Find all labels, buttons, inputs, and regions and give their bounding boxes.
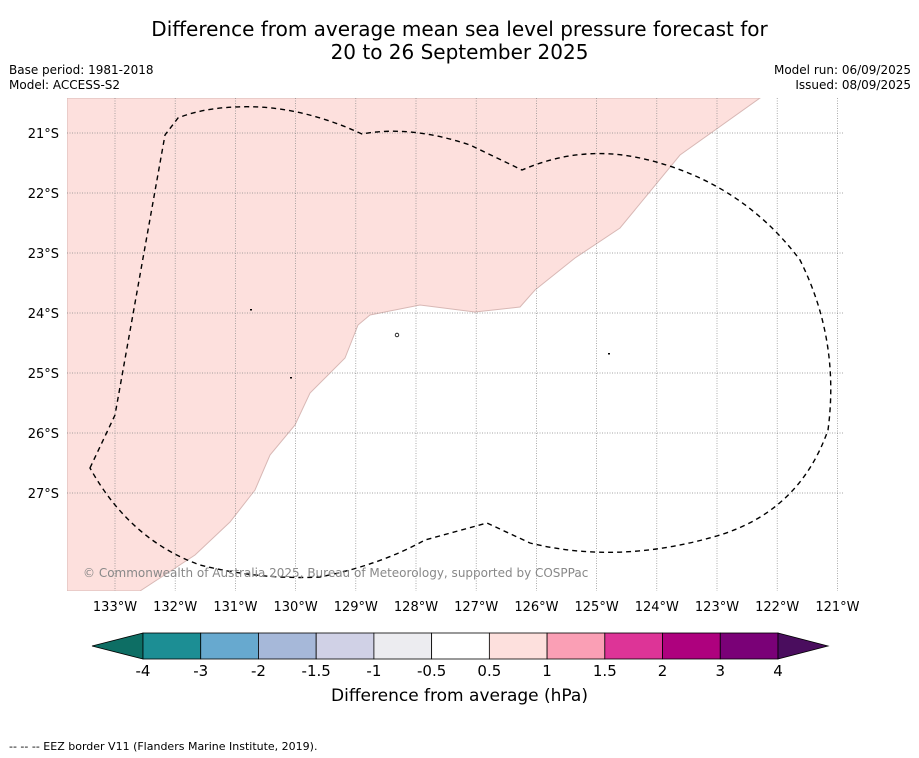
lon-label: 121°W [815,600,859,615]
lon-label: 124°W [635,600,679,615]
island-marks [250,309,610,379]
colorbar-swatch [258,632,317,660]
colorbar-swatch [373,632,433,660]
colorbar-tick-label: 2 [657,662,668,680]
colorbar-tick-label: 4 [773,662,783,680]
colorbar-tick-label: -2 [250,662,266,680]
model-run-text: Model run: 06/09/2025 [773,63,911,77]
chart-title: Difference from average mean sea level p… [0,18,919,64]
colorbar-tick-label: -3 [193,662,209,680]
title-line-2: 20 to 26 September 2025 [330,40,589,64]
colorbar-tick-label: -1.5 [301,662,331,680]
colorbar-swatch [315,632,375,660]
colorbar-swatch [604,632,663,660]
lon-label: 126°W [514,600,558,615]
colorbar-title: Difference from average (hPa) [331,686,588,706]
colorbar-tick-label: -4 [135,662,151,680]
eez-border [89,106,832,579]
eez-legend-note: -- -- -- EEZ border V11 (Flanders Marine… [9,740,318,753]
colorbar-swatch [142,632,202,660]
lat-label: 27°S [28,487,59,502]
lon-label: 133°W [93,600,137,615]
lat-label: 21°S [28,127,59,142]
colorbar-tick-label: 1 [542,662,552,680]
latitude-labels: 21°S 22°S 23°S 24°S 25°S 26°S 27°S [28,127,59,502]
lon-label: 123°W [695,600,739,615]
lat-label: 22°S [28,187,59,202]
colorbar-over-arrow [777,632,830,660]
lon-label: 128°W [394,600,438,615]
colorbar-swatch [431,632,490,660]
colorbar-swatch [719,632,779,660]
meta-left: Base period: 1981-2018 Model: ACCESS-S2 [9,63,154,93]
lon-label: 130°W [274,600,318,615]
title-line-1: Difference from average mean sea level p… [151,17,768,41]
colorbar-swatch [488,632,548,660]
pressure-anomaly-region [67,98,761,591]
colorbar-swatch [200,632,259,660]
lon-label: 131°W [213,600,257,615]
map-gridlines [67,98,843,591]
colorbar-swatch [546,632,606,660]
colorbar-tick-label: -1 [366,662,382,680]
lat-label: 23°S [28,247,59,262]
longitude-labels: 133°W 132°W 131°W 130°W 129°W 128°W 127°W 126°W… [93,600,860,615]
lon-label: 122°W [755,600,799,615]
lon-label: 125°W [575,600,619,615]
lon-label: 132°W [153,600,197,615]
model-text: Model: ACCESS-S2 [9,78,121,92]
colorbar-under-arrow [91,632,144,660]
colorbar-tick-label: 3 [715,662,726,680]
colorbar-swatch [662,632,721,660]
issued-text: Issued: 08/09/2025 [795,78,911,92]
meta-right: Model run: 06/09/2025 Issued: 08/09/2025 [774,63,911,93]
lat-label: 25°S [28,367,59,382]
base-period-text: Base period: 1981-2018 [9,63,154,77]
lat-label: 26°S [28,427,59,442]
copyright-text: © Commonwealth of Australia 2025, Bureau… [83,566,588,580]
colorbar-tick-label: -0.5 [416,662,447,680]
lat-label: 24°S [28,307,59,322]
colorbar [91,632,830,660]
lon-label: 129°W [334,600,378,615]
colorbar-tick-label: 0.5 [477,662,502,680]
colorbar-tick-label: 1.5 [592,662,617,680]
lon-label: 127°W [454,600,498,615]
